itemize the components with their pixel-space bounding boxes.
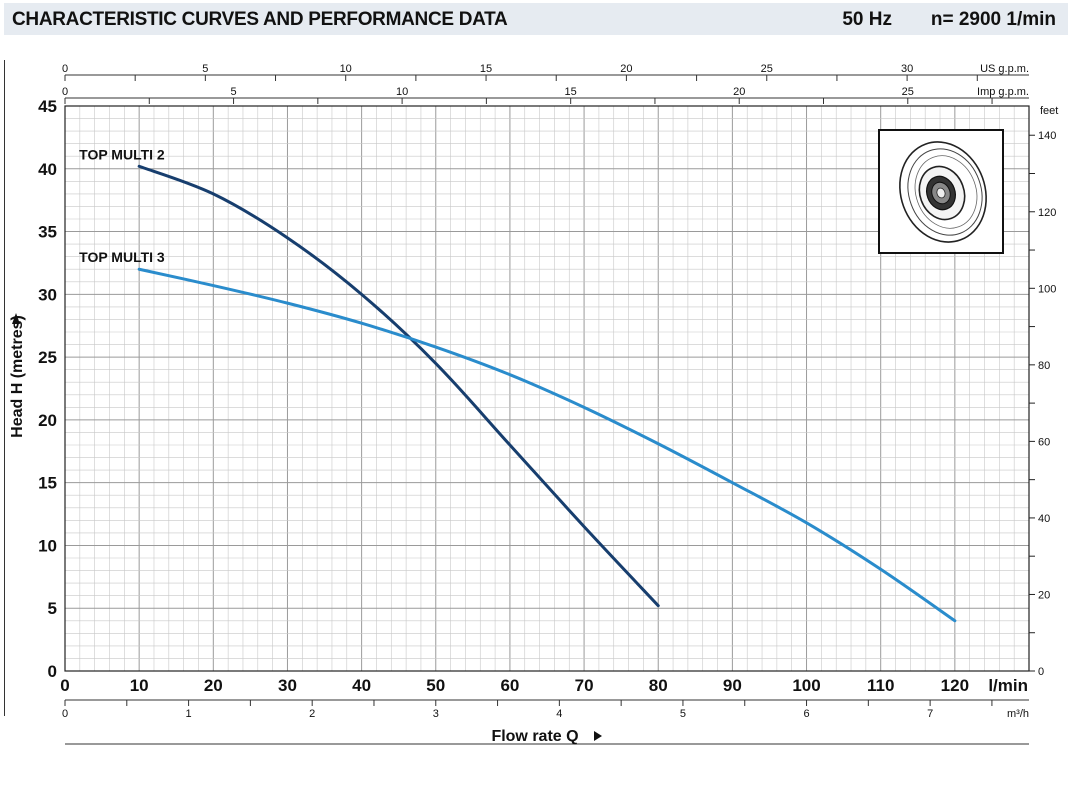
feet-tick-label: 140: [1038, 130, 1056, 142]
chart-title: CHARACTERISTIC CURVES AND PERFORMANCE DA…: [12, 9, 508, 30]
m3h-tick-label: 1: [186, 708, 192, 720]
series-label-1: TOP MULTI 2: [79, 146, 165, 162]
us-gpm-tick-label: 20: [620, 63, 632, 75]
series-line-2: [137, 267, 957, 623]
series-lines: [137, 164, 957, 623]
m3h-axis-label: m³/h: [1007, 708, 1029, 720]
y-tick-label: 5: [48, 599, 57, 618]
x-tick-label: 70: [575, 676, 594, 695]
m3h-tick-label: 0: [62, 708, 68, 720]
us-gpm-axis-label: US g.p.m.: [980, 63, 1029, 75]
x-tick-label: 0: [60, 676, 69, 695]
feet-tick-label: 40: [1038, 513, 1050, 525]
imp-gpm-tick-label: 15: [565, 86, 577, 98]
feet-tick-label: 120: [1038, 207, 1056, 219]
us-gpm-tick-label: 30: [901, 63, 913, 75]
m3h-tick-label: 6: [803, 708, 809, 720]
x-tick-label: 50: [426, 676, 445, 695]
x-tick-label: 60: [500, 676, 519, 695]
y-tick-label: 15: [38, 474, 57, 493]
m3h-tick-label: 2: [309, 708, 315, 720]
m3h-tick-label: 7: [927, 708, 933, 720]
x-tick-label: 90: [723, 676, 742, 695]
page-left-rule: [4, 60, 5, 716]
y-axis-label: Head H (metres): [9, 315, 26, 438]
m3h-tick-label: 4: [556, 708, 562, 720]
imp-gpm-tick-label: 0: [62, 86, 68, 98]
x-tick-label: 80: [649, 676, 668, 695]
m3h-tick-label: 3: [433, 708, 439, 720]
y-tick-label: 25: [38, 348, 57, 367]
x-tick-label: 10: [130, 676, 149, 695]
y-tick-label: 10: [38, 536, 57, 555]
y-tick-label: 30: [38, 285, 57, 304]
x-tick-label: 30: [278, 676, 297, 695]
header-bar: CHARACTERISTIC CURVES AND PERFORMANCE DA…: [4, 3, 1068, 35]
x-axis-arrow-icon: [594, 731, 602, 741]
x-tick-label: 120: [941, 676, 969, 695]
y-tick-label: 35: [38, 223, 57, 242]
feet-tick-label: 80: [1038, 360, 1050, 372]
y-tick-label: 45: [38, 97, 57, 116]
frequency-label: 50 Hz: [842, 9, 892, 30]
y-axis-arrow-icon: [12, 313, 20, 324]
x-tick-label: 100: [792, 676, 820, 695]
y-tick-label: 40: [38, 160, 57, 179]
x-tick-label: 40: [352, 676, 371, 695]
us-gpm-tick-label: 5: [202, 63, 208, 75]
chart-labels: TOP MULTI 2 TOP MULTI 3: [79, 146, 165, 265]
feet-tick-label: 60: [1038, 436, 1050, 448]
imp-gpm-tick-label: 25: [902, 86, 914, 98]
us-gpm-tick-label: 0: [62, 63, 68, 75]
feet-tick-label: 20: [1038, 589, 1050, 601]
plot-frame: [64, 105, 1030, 672]
us-gpm-tick-label: 15: [480, 63, 492, 75]
imp-gpm-tick-label: 20: [733, 86, 745, 98]
us-gpm-tick-label: 10: [340, 63, 352, 75]
series-label-2: TOP MULTI 3: [79, 249, 165, 265]
m3h-tick-label: 5: [680, 708, 686, 720]
x-tick-label: 20: [204, 676, 223, 695]
imp-gpm-tick-label: 10: [396, 86, 408, 98]
y-tick-label: 0: [48, 662, 57, 681]
imp-gpm-tick-label: 5: [230, 86, 236, 98]
feet-tick-label: 0: [1038, 666, 1044, 678]
imp-gpm-axis-label: Imp g.p.m.: [977, 86, 1029, 98]
feet-tick-label: 100: [1038, 283, 1056, 295]
us-gpm-tick-label: 25: [761, 63, 773, 75]
impeller-icon: [878, 129, 1004, 254]
speed-label: n= 2900 1/min: [930, 9, 1056, 30]
x-tick-label: 110: [867, 676, 894, 695]
x-axis-label: Flow rate Q: [491, 728, 578, 745]
feet-axis-label: feet: [1040, 105, 1058, 117]
y-tick-label: 20: [38, 411, 57, 430]
x-unit-label: l/min: [988, 676, 1028, 695]
